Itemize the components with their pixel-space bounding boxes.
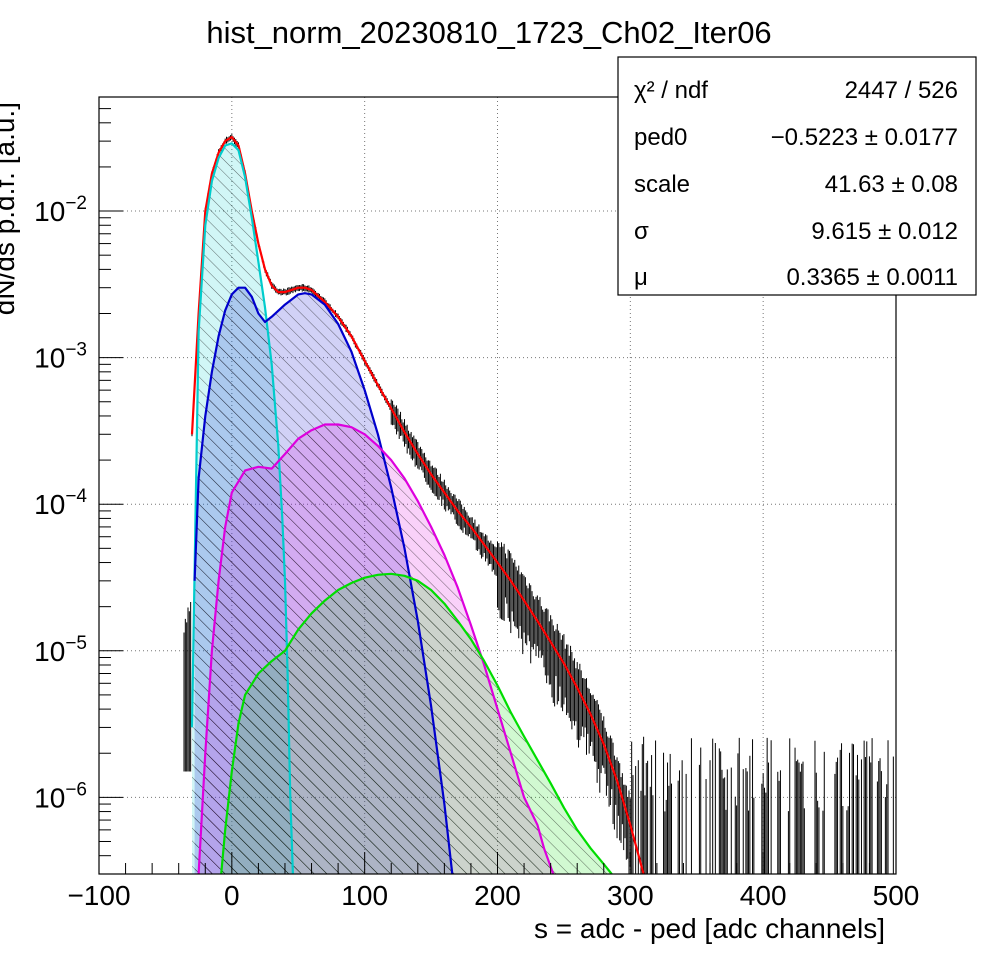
stats-label: μ <box>634 264 648 291</box>
x-tick-label: 100 <box>341 880 388 911</box>
x-tick-label: 500 <box>873 880 920 911</box>
histogram-data-bars <box>183 134 894 874</box>
x-tick-label: 200 <box>474 880 521 911</box>
y-axis-title: dN/ds p.d.f. [a.u.] <box>0 102 20 315</box>
x-tick-label: 300 <box>607 880 654 911</box>
stats-label: ped0 <box>634 124 687 151</box>
stats-value: −0.5223 ± 0.0177 <box>771 124 958 151</box>
stats-value: 41.63 ± 0.08 <box>825 171 958 198</box>
stats-label: scale <box>634 171 690 198</box>
y-tick-label: 10−5 <box>34 633 87 667</box>
fills <box>192 143 612 874</box>
stats-value: 2447 / 526 <box>845 77 958 104</box>
component-hatch <box>221 573 612 874</box>
stats-value: 9.615 ± 0.012 <box>811 218 958 245</box>
chart-title: hist_norm_20230810_1723_Ch02_Iter06 <box>206 15 771 50</box>
x-tick-label: 400 <box>740 880 787 911</box>
x-tick-label: 0 <box>224 880 240 911</box>
y-tick-label: 10−6 <box>34 779 87 813</box>
x-axis-title: s = adc - ped [adc channels] <box>534 913 885 944</box>
fit-curve-line <box>197 423 555 874</box>
y-tick-label: 10−2 <box>34 193 87 227</box>
y-tick-label: 10−4 <box>34 486 87 520</box>
fit-curve-line <box>190 142 294 874</box>
fit-curves <box>190 135 645 874</box>
fit-curve-line <box>193 286 454 874</box>
axes: −100 0 100 200 300 400 500 10−6 10−5 10−4 10−3 10−2 <box>34 96 920 911</box>
stats-value: 0.3365 ± 0.0011 <box>786 264 958 291</box>
stats-label: σ <box>634 218 649 245</box>
x-tick-label: −100 <box>67 880 130 911</box>
stats-label: χ² / ndf <box>634 77 708 104</box>
y-tick-label: 10−3 <box>34 340 87 374</box>
fit-curve-line <box>220 572 613 874</box>
stats-box-frame <box>617 56 977 296</box>
stats-box: χ² / ndf 2447 / 526 ped0 −0.5223 ± 0.0177 sc… <box>617 56 977 296</box>
